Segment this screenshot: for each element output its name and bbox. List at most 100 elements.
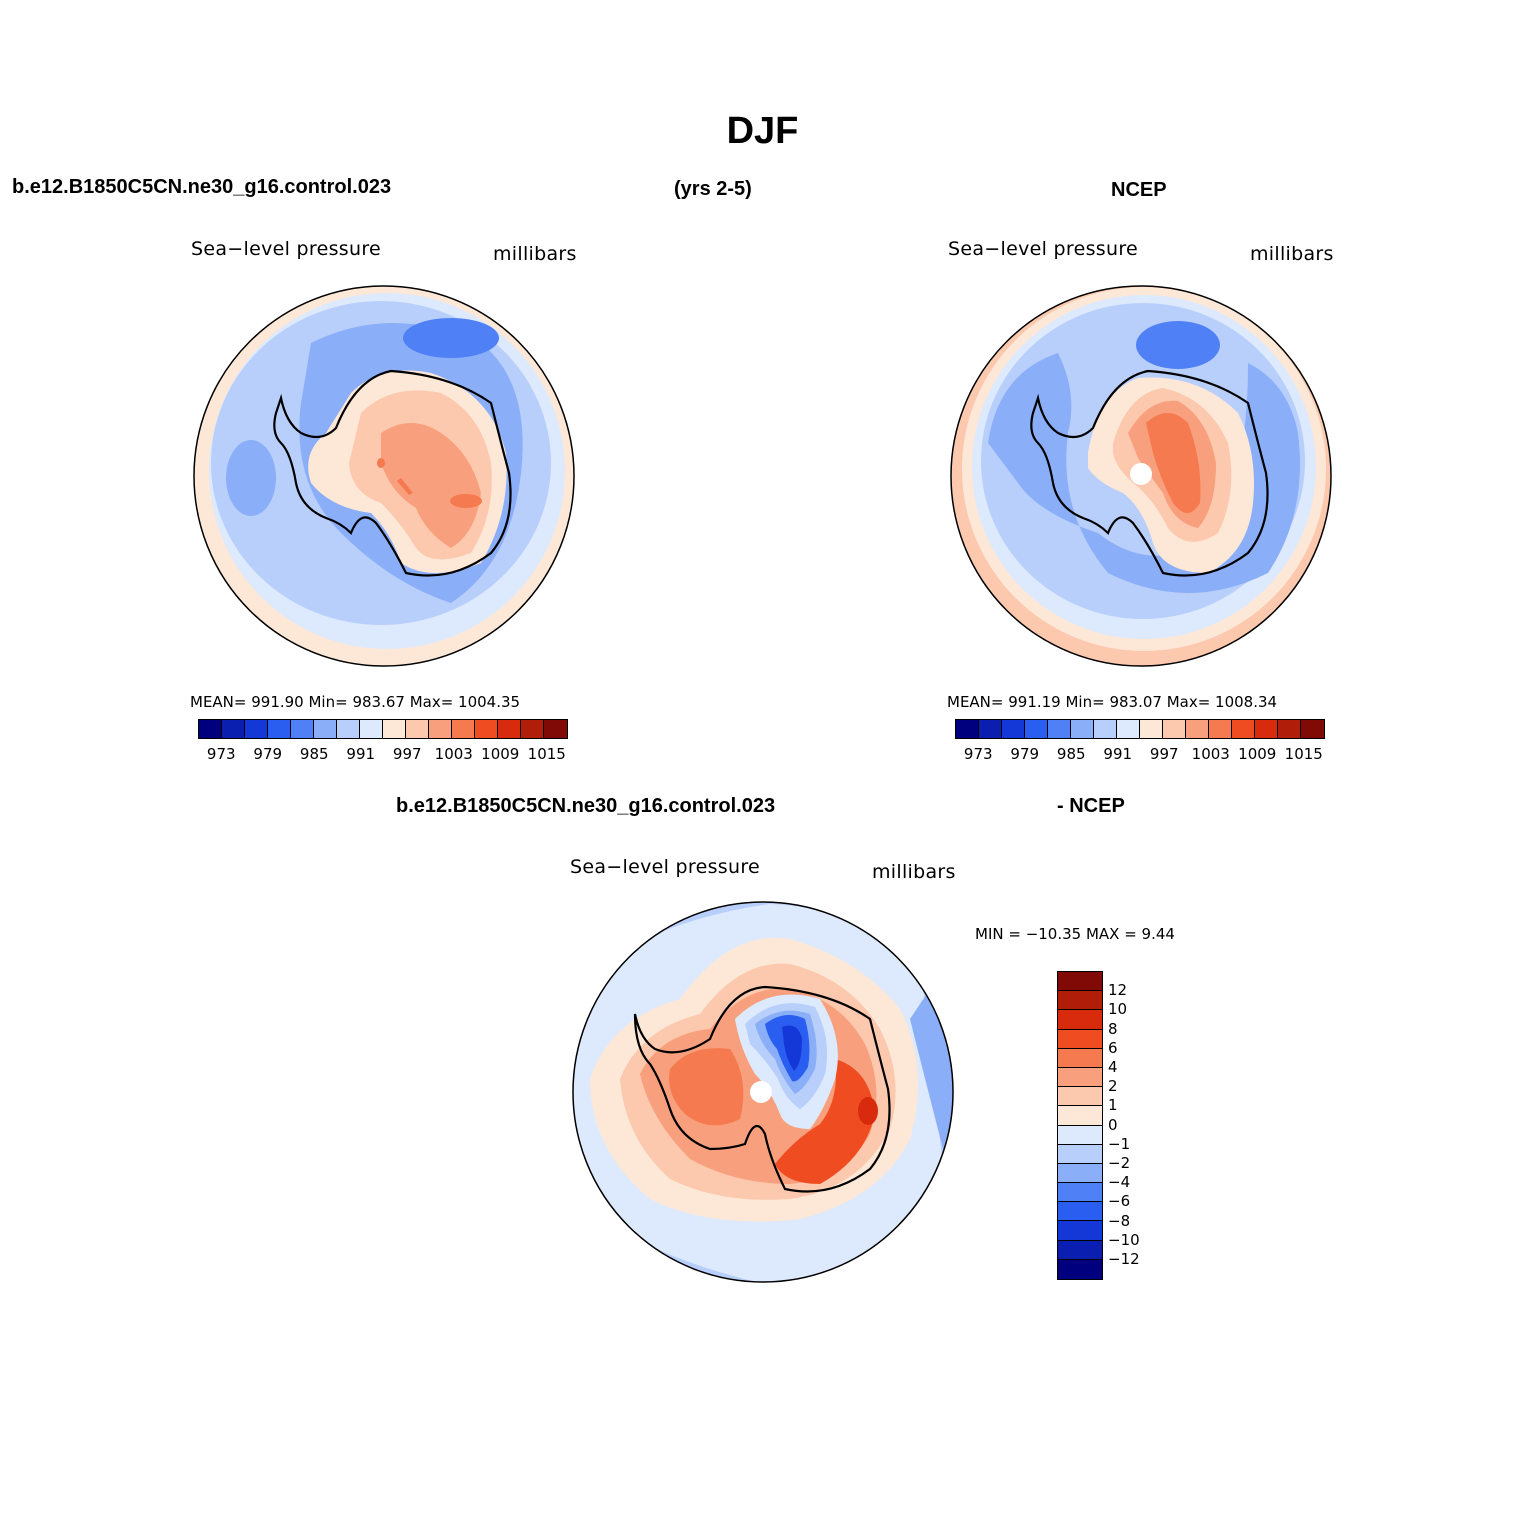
obs-colorbar-swatch — [956, 720, 979, 738]
model-colorbar-labels: 973 979 985 991 997 1003 1009 1015 — [198, 745, 570, 765]
model-colorbar-swatch — [222, 720, 245, 738]
diff-colorbar-tick-label: −10 — [1108, 1230, 1140, 1249]
obs-colorbar-swatch — [979, 720, 1002, 738]
diff-colorbar-swatch — [1058, 1125, 1102, 1145]
diff-colorbar-swatch — [1058, 1259, 1102, 1279]
diff-colorbar-tick-label: −2 — [1108, 1154, 1131, 1172]
obs-units-label: millibars — [1250, 243, 1334, 265]
diff-colorbar-tick-label: −1 — [1108, 1134, 1131, 1153]
model-colorbar-tick-label: 1009 — [481, 745, 520, 763]
obs-colorbar-swatch — [1209, 720, 1232, 738]
diff-colorbar-swatch — [1058, 1163, 1102, 1184]
diff-colorbar-swatch — [1058, 1087, 1102, 1107]
model-colorbar-swatch — [245, 720, 268, 738]
obs-colorbar-swatch — [1071, 720, 1094, 738]
model-colorbar-tick-label: 979 — [253, 745, 283, 763]
obs-colorbar-swatch — [1278, 720, 1301, 738]
diff-colorbar-tick-label: 10 — [1108, 1000, 1128, 1019]
model-colorbar-swatch — [383, 720, 406, 738]
diff-colorbar-tick-label: 0 — [1108, 1115, 1118, 1134]
obs-stats: MEAN= 991.19 Min= 983.07 Max= 1008.34 — [947, 693, 1278, 711]
obs-colorbar-swatch — [1163, 720, 1186, 738]
antarctica-coastline — [273, 369, 512, 577]
obs-colorbar-tick-label: 973 — [963, 745, 993, 763]
model-colorbar-tick-label: 1015 — [527, 745, 566, 763]
model-colorbar-swatch — [268, 720, 291, 738]
obs-polar-map — [950, 285, 1332, 667]
diff-colorbar-swatch — [1058, 1240, 1102, 1260]
years-header: (yrs 2-5) — [674, 178, 752, 200]
obs-colorbar-swatch — [1025, 720, 1048, 738]
diff-obs-label: - NCEP — [1057, 795, 1125, 817]
diff-colorbar-swatch — [1058, 1010, 1102, 1030]
season-title: DJF — [726, 110, 799, 152]
model-colorbar-swatch — [406, 720, 429, 738]
obs-colorbar-swatch — [1232, 720, 1255, 738]
diff-colorbar-tick-label: −8 — [1108, 1211, 1131, 1230]
diff-colorbar-swatch — [1058, 1048, 1102, 1068]
diff-colorbar-swatch — [1058, 1221, 1102, 1241]
diff-colorbar-tick-label: 2 — [1108, 1077, 1118, 1096]
obs-colorbar-swatch — [1255, 720, 1278, 738]
diff-colorbar-swatch — [1058, 991, 1102, 1011]
model-colorbar-swatch — [337, 720, 360, 738]
diff-colorbar-tick-label: −6 — [1108, 1192, 1131, 1211]
obs-colorbar-tick-label: 997 — [1149, 745, 1179, 763]
obs-name-header: NCEP — [1111, 179, 1167, 201]
obs-colorbar-swatch — [1117, 720, 1140, 738]
obs-colorbar-swatch — [1301, 720, 1324, 738]
diff-colorbar-tick-label: 1 — [1108, 1096, 1118, 1115]
antarctica-coastline — [1030, 369, 1269, 577]
model-colorbar-swatch — [291, 720, 314, 738]
model-colorbar-swatch — [199, 720, 222, 738]
diff-colorbar-swatch — [1058, 1183, 1102, 1203]
model-colorbar — [198, 719, 568, 739]
obs-colorbar-swatch — [1048, 720, 1071, 738]
model-colorbar-swatch — [360, 720, 383, 738]
obs-colorbar-swatch — [1094, 720, 1117, 738]
diff-units-label: millibars — [872, 861, 956, 883]
model-variable-label: Sea−level pressure — [191, 238, 382, 260]
model-polar-map — [193, 285, 575, 667]
model-colorbar-swatch — [475, 720, 498, 738]
diff-colorbar-tick-label: 12 — [1108, 981, 1128, 1000]
model-colorbar-tick-label: 985 — [299, 745, 329, 763]
obs-colorbar-swatch — [1002, 720, 1025, 738]
model-colorbar-tick-label: 1003 — [434, 745, 473, 763]
obs-colorbar-tick-label: 1003 — [1191, 745, 1230, 763]
model-colorbar-swatch — [429, 720, 452, 738]
diff-colorbar-swatch — [1058, 1067, 1102, 1088]
diff-colorbar — [1057, 971, 1103, 1280]
obs-colorbar-tick-label: 991 — [1103, 745, 1133, 763]
diff-stats: MIN = −10.35 MAX = 9.44 — [975, 925, 1175, 943]
diff-colorbar-swatch — [1058, 972, 1102, 992]
diff-polar-map — [572, 901, 954, 1283]
model-colorbar-tick-label: 991 — [346, 745, 376, 763]
diff-colorbar-swatch — [1058, 1106, 1102, 1126]
obs-colorbar-swatch — [1140, 720, 1163, 738]
model-colorbar-tick-label: 997 — [392, 745, 422, 763]
diff-colorbar-tick-label: −12 — [1108, 1250, 1140, 1268]
diff-colorbar-tick-label: 8 — [1108, 1019, 1118, 1038]
diff-colorbar-tick-label: 6 — [1108, 1038, 1118, 1057]
obs-colorbar-swatch — [1186, 720, 1209, 738]
model-units-label: millibars — [493, 243, 577, 265]
obs-variable-label: Sea−level pressure — [948, 238, 1139, 260]
obs-colorbar-tick-label: 985 — [1056, 745, 1086, 763]
model-colorbar-tick-label: 973 — [206, 745, 236, 763]
obs-colorbar-tick-label: 979 — [1010, 745, 1040, 763]
model-colorbar-swatch — [452, 720, 475, 738]
obs-colorbar-tick-label: 1015 — [1284, 745, 1323, 763]
antarctica-coastline — [633, 985, 891, 1193]
diff-case-label: b.e12.B1850C5CN.ne30_g16.control.023 — [396, 795, 776, 817]
diff-colorbar-swatch — [1058, 1144, 1102, 1164]
diff-variable-label: Sea−level pressure — [570, 856, 761, 878]
case-name-header: b.e12.B1850C5CN.ne30_g16.control.023 — [12, 176, 392, 198]
diff-colorbar-swatch — [1058, 1202, 1102, 1222]
diff-colorbar-tick-label: 4 — [1108, 1058, 1118, 1076]
model-colorbar-swatch — [314, 720, 337, 738]
model-colorbar-swatch — [544, 720, 567, 738]
diff-colorbar-tick-label: −4 — [1108, 1173, 1131, 1192]
model-stats: MEAN= 991.90 Min= 983.67 Max= 1004.35 — [190, 693, 521, 711]
diff-colorbar-swatch — [1058, 1029, 1102, 1049]
